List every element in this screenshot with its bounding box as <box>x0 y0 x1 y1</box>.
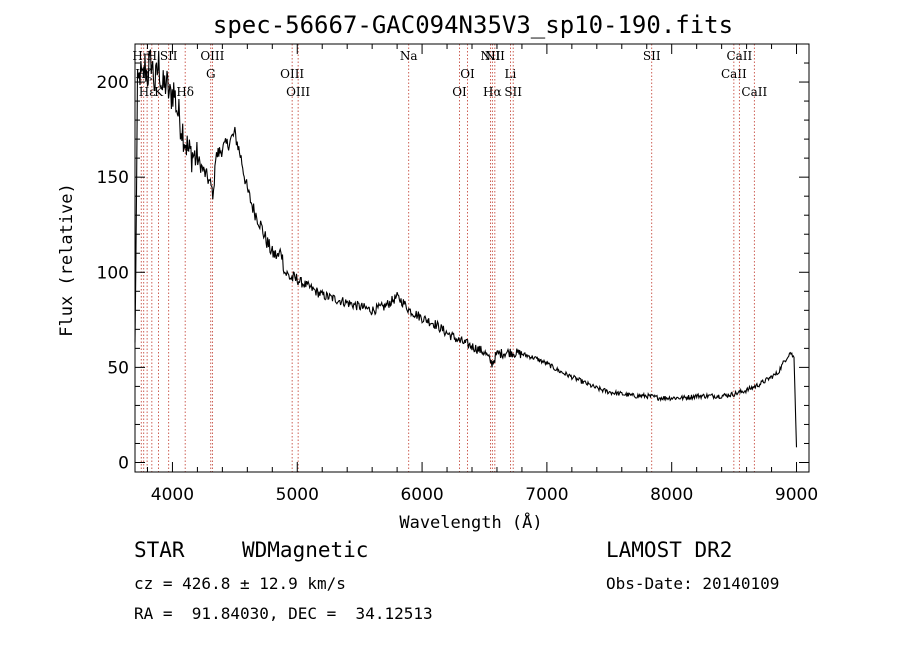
x-tick-label: 8000 <box>650 485 693 505</box>
x-tick-label: 7000 <box>525 485 568 505</box>
object-subclass: WDMagnetic <box>242 538 369 562</box>
observation-date: Obs-Date: 20140109 <box>606 574 780 593</box>
spectral-line-label-13: OI <box>460 67 475 81</box>
spectrum-series-line <box>134 49 798 448</box>
spectral-line-label-20: CaII <box>721 67 747 81</box>
spectral-line-label-4: K <box>154 85 164 99</box>
axes: 4000 5000 6000 7000 8000 9000 0 50 100 150 200 <box>97 43 818 505</box>
plot-frame <box>134 43 810 473</box>
spectral-line-label-19: SII <box>643 49 661 63</box>
y-tick-label: 0 <box>118 453 129 473</box>
spectral-line-label-5: SII <box>160 49 178 63</box>
spectral-line-label-18: SII <box>504 85 522 99</box>
x-tick-label: 5000 <box>276 485 319 505</box>
y-tick-label: 150 <box>97 168 129 188</box>
spectral-line-label-14: NII <box>480 49 500 63</box>
spectral-line-label-7: OIII <box>200 49 224 63</box>
spectral-line-label-21: CaII <box>726 49 752 63</box>
spectral-line-label-2: Hε <box>139 85 156 99</box>
coordinates-readout: RA = 91.84030, DEC = 34.12513 <box>134 604 433 623</box>
object-class: STAR <box>134 538 185 562</box>
chart-title: spec-56667-GAC094N35V3_sp10-190.fits <box>213 11 733 39</box>
spectral-line-label-16: NII <box>485 49 505 63</box>
y-tick-label: 200 <box>97 73 129 93</box>
spectral-line-label-8: G <box>206 67 216 81</box>
y-axis-label: Flux (relative) <box>57 183 77 337</box>
spectral-line-label-11: Na <box>400 49 418 63</box>
spectral-line-label-12: OI <box>452 85 467 99</box>
x-tick-label: 6000 <box>400 485 443 505</box>
spectral-line-label-17: Li <box>505 67 517 81</box>
x-tick-label: 4000 <box>151 485 194 505</box>
spectral-line-label-22: CaII <box>741 85 767 99</box>
x-tick-label: 9000 <box>775 485 818 505</box>
x-axis-label: Wavelength (Å) <box>399 511 542 533</box>
spectral-line-label-9: OIII <box>280 67 304 81</box>
y-tick-label: 50 <box>107 358 129 378</box>
survey-name: LAMOST DR2 <box>606 538 733 562</box>
spectral-line-label-15: Hα <box>483 85 502 99</box>
spectral-line-label-3: H <box>147 49 157 63</box>
spectral-line-label-6: Hδ <box>176 85 194 99</box>
y-tick-label: 100 <box>97 263 129 283</box>
spectral-line-label-10: OIII <box>286 85 310 99</box>
redshift-readout: cz = 426.8 ± 12.9 km/s <box>134 574 346 593</box>
